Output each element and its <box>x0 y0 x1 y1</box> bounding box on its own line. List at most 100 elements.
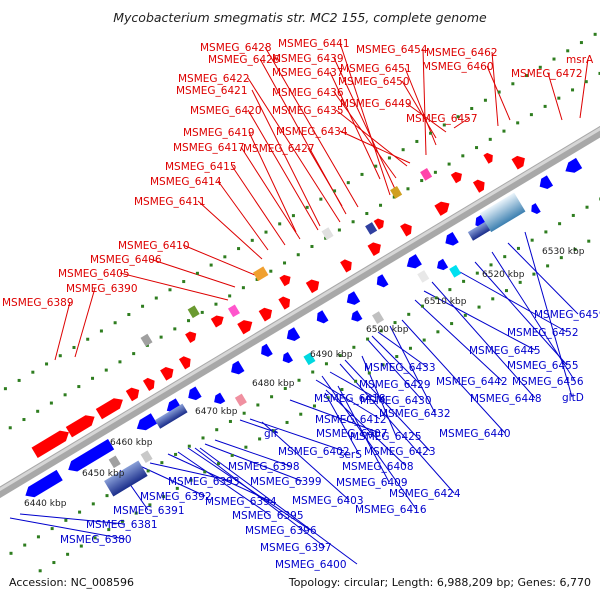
reverse-gene-arrow[interactable] <box>284 327 301 343</box>
forward-gene-arrow[interactable] <box>237 317 255 335</box>
reverse-gene-arrow[interactable] <box>212 392 226 407</box>
reverse-gene-label[interactable]: MSMEG_6398 <box>228 461 300 473</box>
forward-gene-label[interactable]: MSMEG_6410 <box>118 240 190 252</box>
reverse-gene-arrow[interactable] <box>258 343 273 359</box>
forward-gene-label[interactable]: MSMEG_6417 <box>173 142 245 154</box>
reverse-gene-arrow[interactable] <box>344 291 361 307</box>
feature-box[interactable] <box>321 227 334 240</box>
forward-gene-label[interactable]: MSMEG_6454 <box>356 44 428 56</box>
reverse-gene-arrow[interactable] <box>374 274 389 289</box>
reverse-gene-arrow[interactable] <box>537 175 554 191</box>
reverse-gene-arrow[interactable] <box>228 360 245 377</box>
forward-gene-arrow[interactable] <box>160 364 176 381</box>
reverse-gene-label[interactable]: MSMEG_6425 <box>350 431 422 443</box>
forward-gene-label[interactable]: MSMEG_6406 <box>90 254 162 266</box>
forward-gene-arrow[interactable] <box>210 313 226 328</box>
reverse-gene-arrow[interactable] <box>442 231 459 248</box>
reverse-gene-label[interactable]: MSMEG_6418 <box>314 393 386 405</box>
forward-gene-label[interactable]: MSMEG_6437 <box>272 67 344 79</box>
forward-gene-arrow[interactable] <box>95 395 126 420</box>
reverse-gene-label[interactable]: gltD <box>562 392 584 404</box>
forward-gene-arrow[interactable] <box>450 170 465 184</box>
reverse-gene-arrow[interactable] <box>65 439 115 475</box>
reverse-gene-label[interactable]: MSMEG_6448 <box>470 393 542 405</box>
reverse-gene-arrow[interactable] <box>404 254 422 271</box>
forward-gene-arrow[interactable] <box>340 257 355 273</box>
forward-gene-label[interactable]: MSMEG_6472 <box>511 68 583 80</box>
reverse-gene-label[interactable]: MSMEG_6442 <box>436 376 508 388</box>
feature-box[interactable] <box>449 264 462 278</box>
feature-box[interactable] <box>108 455 121 469</box>
feature-box[interactable] <box>365 222 378 235</box>
forward-gene-label[interactable]: MSMEG_6411 <box>134 196 206 208</box>
reverse-gene-label[interactable]: MSMEG_6381 <box>86 519 158 531</box>
feature-box[interactable] <box>252 266 269 282</box>
forward-gene-arrow[interactable] <box>483 151 495 164</box>
forward-gene-label[interactable]: MSMEG_6462 <box>426 47 498 59</box>
forward-gene-arrow[interactable] <box>65 412 98 438</box>
reverse-gene-label[interactable]: MSMEG_6452 <box>507 327 579 339</box>
reverse-gene-arrow[interactable] <box>280 351 293 365</box>
forward-gene-arrow[interactable] <box>373 216 387 230</box>
reverse-gene-label[interactable]: MSMEG_6400 <box>275 559 347 571</box>
forward-gene-label[interactable]: MSMEG_6414 <box>150 176 222 188</box>
reverse-gene-label[interactable]: MSMEG_6445 <box>469 345 541 357</box>
forward-gene-arrow[interactable] <box>142 376 158 391</box>
reverse-gene-label[interactable]: MSMEG_6440 <box>439 428 511 440</box>
forward-gene-arrow[interactable] <box>125 385 142 402</box>
forward-gene-label[interactable]: MSMEG_6422 <box>178 73 250 85</box>
reverse-gene-arrow[interactable] <box>134 413 158 434</box>
forward-gene-arrow[interactable] <box>31 427 72 458</box>
forward-gene-label[interactable]: MSMEG_6435 <box>272 105 344 117</box>
reverse-gene-label[interactable]: MSMEG_6397 <box>260 542 332 554</box>
feature-box[interactable] <box>303 352 316 366</box>
forward-gene-label[interactable]: MSMEG_6436 <box>272 87 344 99</box>
forward-gene-label[interactable]: MSMEG_6439 <box>272 53 344 65</box>
forward-gene-label[interactable]: MSMEG_6389 <box>2 297 74 309</box>
forward-gene-label[interactable]: MSMEG_6460 <box>422 61 494 73</box>
reverse-gene-label[interactable]: MSMEG_6391 <box>113 505 185 517</box>
forward-gene-arrow[interactable] <box>434 198 452 216</box>
feature-box[interactable] <box>187 305 200 319</box>
reverse-gene-label[interactable]: MSMEG_6412 <box>315 414 387 426</box>
reverse-gene-label[interactable]: glf <box>264 428 278 440</box>
gene-block[interactable] <box>479 192 526 233</box>
reverse-gene-label[interactable]: serS <box>339 449 362 461</box>
reverse-gene-arrow[interactable] <box>562 157 583 177</box>
reverse-gene-label[interactable]: MSMEG_6399 <box>250 476 322 488</box>
forward-gene-arrow[interactable] <box>258 305 275 322</box>
reverse-gene-label[interactable]: MSMEG_6396 <box>245 525 317 537</box>
reverse-gene-label[interactable]: MSMEG_6402 <box>278 446 350 458</box>
reverse-gene-label[interactable]: MSMEG_6392 <box>140 491 212 503</box>
feature-box[interactable] <box>140 450 153 464</box>
reverse-gene-label[interactable]: MSMEG_6394 <box>205 496 277 508</box>
reverse-gene-label[interactable]: MSMEG_6432 <box>379 408 451 420</box>
forward-gene-label[interactable]: MSMEG_6441 <box>278 38 350 50</box>
forward-gene-arrow[interactable] <box>278 294 293 310</box>
reverse-gene-label[interactable]: MSMEG_6407 <box>316 428 388 440</box>
reverse-gene-label[interactable]: MSMEG_6430 <box>360 395 432 407</box>
feature-box[interactable] <box>420 168 433 181</box>
reverse-gene-label[interactable]: MSMEG_6429 <box>359 379 431 391</box>
reverse-gene-arrow[interactable] <box>185 386 202 402</box>
forward-gene-label[interactable]: MSMEG_6426 <box>208 54 280 66</box>
feature-box[interactable] <box>390 186 403 199</box>
reverse-gene-label[interactable]: MSMEG_6433 <box>364 362 436 374</box>
forward-gene-label[interactable]: MSMEG_6450 <box>338 76 410 88</box>
reverse-gene-label[interactable]: MSMEG_6403 <box>292 495 364 507</box>
forward-gene-label[interactable]: MSMEG_6421 <box>176 85 248 97</box>
forward-gene-label[interactable]: msrA <box>566 54 594 66</box>
reverse-gene-arrow[interactable] <box>22 469 63 501</box>
forward-gene-label[interactable]: MSMEG_6457 <box>406 113 478 125</box>
forward-gene-label[interactable]: MSMEG_6428 <box>200 42 272 54</box>
forward-gene-label[interactable]: MSMEG_6449 <box>340 98 412 110</box>
reverse-gene-label[interactable]: MSMEG_6456 <box>512 376 584 388</box>
gene-block[interactable] <box>154 403 188 429</box>
reverse-gene-label[interactable]: MSMEG_6380 <box>60 534 132 546</box>
feature-box[interactable] <box>372 311 385 324</box>
forward-gene-label[interactable]: MSMEG_6427 <box>243 143 315 155</box>
reverse-gene-label[interactable]: MSMEG_6408 <box>342 461 414 473</box>
reverse-gene-label[interactable]: MSMEG_6395 <box>232 510 304 522</box>
forward-gene-arrow[interactable] <box>367 240 384 257</box>
forward-gene-label[interactable]: MSMEG_6419 <box>183 127 255 139</box>
